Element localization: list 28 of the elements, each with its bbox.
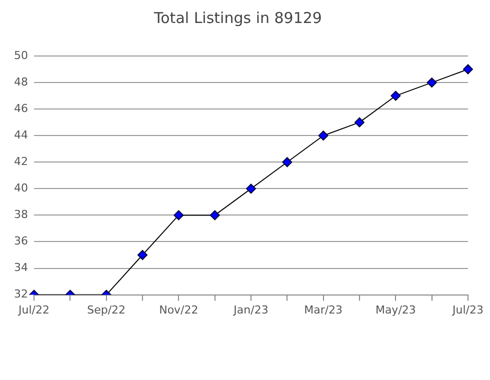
point	[210, 210, 220, 220]
point	[174, 210, 184, 220]
point	[318, 130, 328, 141]
x-tick-label: May/23	[375, 303, 416, 316]
point	[138, 250, 148, 260]
y-tick-label: 46	[14, 102, 28, 115]
y-tick-label: 40	[14, 182, 28, 195]
point	[463, 64, 473, 74]
x-tick-label: Nov/22	[159, 303, 198, 316]
y-tick-label: 44	[14, 128, 28, 142]
y-tick-label: 48	[14, 75, 28, 88]
point	[354, 117, 364, 128]
point	[390, 90, 401, 101]
point	[246, 184, 256, 194]
point	[426, 78, 437, 88]
chart-title: Total Listings in 89129	[153, 8, 322, 27]
point	[282, 157, 292, 168]
x-tick-label: Jul/22	[18, 303, 50, 316]
y-tick-label: 50	[14, 48, 28, 62]
x-tick-label: Jul/23	[452, 303, 484, 316]
y-tick-label: 38	[14, 208, 28, 222]
x-tick-label: Sep/22	[87, 303, 126, 316]
x-tick-label: Mar/23	[304, 303, 343, 316]
y-tick-label: 42	[14, 154, 28, 168]
y-tick-label: 36	[14, 234, 28, 248]
x-tick-label: Jan/23	[232, 303, 268, 316]
y-tick-label: 34	[14, 261, 28, 274]
y-tick-label: 32	[14, 288, 28, 301]
